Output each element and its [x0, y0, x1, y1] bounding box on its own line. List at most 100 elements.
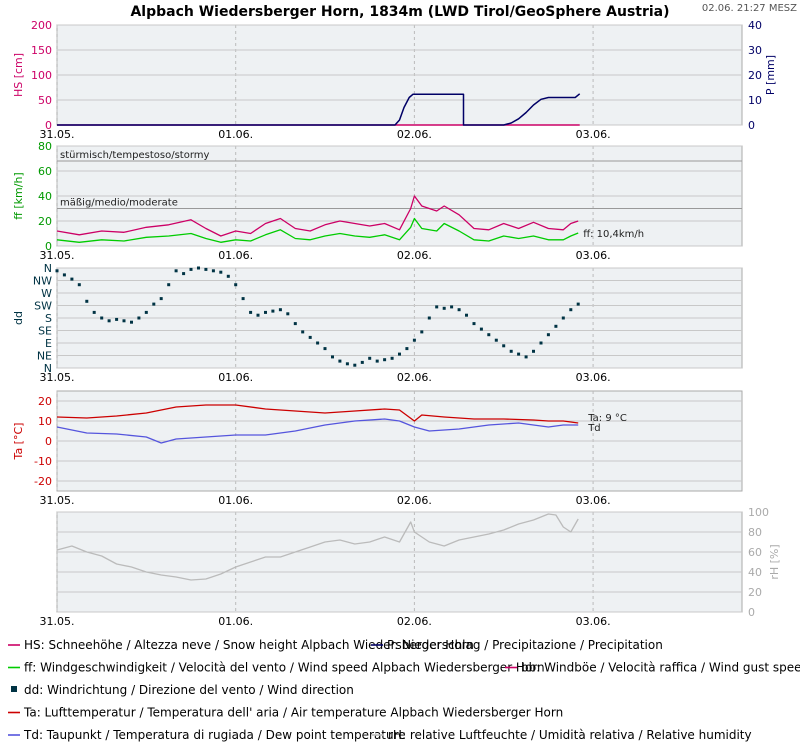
y-tick-label: 40 [38, 190, 52, 203]
legend-label: rH: relative Luftfeuchte / Umidità relat… [388, 728, 752, 742]
y-tick-label: N [44, 262, 52, 275]
dd-point [278, 308, 282, 312]
dd-point [494, 338, 498, 342]
dd-point [226, 274, 230, 278]
dd-point [509, 349, 513, 353]
y-tick-label: 80 [38, 140, 52, 153]
dd-point [323, 347, 327, 351]
y-tick-label: E [45, 337, 52, 350]
dd-point [62, 273, 66, 277]
dd-point [576, 302, 580, 306]
dd-point [130, 320, 133, 324]
y-tick-label-right: 60 [748, 546, 762, 559]
dd-point [472, 322, 476, 326]
y-tick-label: 0 [45, 435, 52, 448]
dd-point [85, 299, 89, 303]
dd-point [465, 313, 468, 317]
series-rH [56, 513, 579, 581]
legend-label: Td: Taupunkt / Temperatura di rugiada / … [23, 728, 406, 742]
dd-point [532, 349, 535, 353]
dd-point [502, 344, 506, 348]
y-axis-label: ff [km/h] [12, 172, 25, 219]
dd-point [182, 272, 186, 276]
x-tick-label: 01.06. [218, 494, 253, 507]
y-tick-label-right: 10 [748, 94, 762, 107]
dd-point [204, 267, 208, 271]
x-tick-label: 03.06. [576, 128, 611, 141]
legend-label: P: Niederschlag / Precipitazione / Preci… [387, 638, 663, 652]
x-tick-label: 01.06. [218, 371, 253, 384]
x-tick-label: 01.06. [218, 249, 253, 262]
series-ff [56, 217, 579, 243]
dd-point [70, 277, 74, 281]
y-axis-label: Ta [°C] [12, 423, 25, 461]
x-tick-label: 31.05. [40, 615, 75, 628]
dd-point [167, 283, 171, 287]
y-tick-label-right: 40 [748, 566, 762, 579]
x-tick-label: 02.06. [397, 249, 432, 262]
dd-point [442, 306, 446, 310]
x-tick-label: 02.06. [397, 371, 432, 384]
dd-point [517, 352, 521, 356]
x-tick-label: 03.06. [576, 494, 611, 507]
y-tick-label: -10 [34, 455, 52, 468]
y-tick-label: -20 [34, 475, 52, 488]
dd-point [345, 362, 349, 366]
x-tick-label: 31.05. [40, 128, 75, 141]
y-axis-label-right: rH [%] [768, 544, 781, 579]
y-tick-label: 50 [38, 94, 52, 107]
dd-point [450, 305, 454, 309]
y-tick-label: 60 [38, 165, 52, 178]
dd-point [546, 333, 550, 337]
dd-point [569, 308, 573, 312]
dd-point [301, 330, 305, 334]
dd-point [554, 324, 558, 328]
y-tick-label-right: 30 [748, 44, 762, 57]
dd-point [107, 319, 111, 323]
x-tick-label: 31.05. [40, 494, 75, 507]
legend-label: bb: Windböe / Velocità raffica / Wind gu… [521, 661, 800, 675]
dd-point [561, 316, 565, 320]
y-tick-label: 10 [38, 415, 52, 428]
latest-value-label: ff: 10,4km/h [583, 229, 644, 240]
y-tick-label-right: 40 [748, 19, 762, 32]
x-tick-label: 01.06. [218, 128, 253, 141]
dd-point [174, 269, 178, 273]
y-tick-label-right: 20 [748, 69, 762, 82]
series-Td [56, 418, 579, 444]
dd-point [435, 305, 439, 309]
dd-point [271, 309, 275, 313]
dd-point [375, 359, 379, 363]
threshold-label: stürmisch/tempestoso/stormy [60, 150, 210, 161]
panel-humidity [56, 511, 743, 613]
dd-point [211, 269, 215, 273]
dd-point [55, 269, 59, 273]
dd-point [159, 297, 163, 301]
dd-point [398, 352, 401, 356]
y-tick-label: 150 [31, 44, 52, 57]
y-tick-label: S [45, 312, 52, 325]
dd-point [144, 310, 148, 314]
y-tick-label: 200 [31, 19, 52, 32]
y-axis-label: dd [12, 311, 25, 325]
dd-point [479, 327, 483, 331]
dd-point [100, 316, 104, 320]
dd-point [189, 267, 193, 271]
latest-ta-label: Ta: 9 °C [587, 413, 627, 424]
dd-point [293, 322, 297, 326]
dd-point [353, 363, 357, 367]
x-tick-label: 03.06. [576, 371, 611, 384]
y-tick-label: NE [37, 350, 52, 363]
y-tick-label: SE [38, 325, 52, 338]
series-Ta [56, 404, 579, 424]
timestamp: 02.06. 21:27 MESZ [702, 3, 797, 14]
legend-label: HS: Schneehöhe / Altezza neve / Snow hei… [24, 638, 474, 652]
x-tick-label: 03.06. [576, 249, 611, 262]
y-tick-label: 20 [38, 215, 52, 228]
dd-point [457, 308, 461, 312]
x-tick-label: 02.06. [397, 615, 432, 628]
dd-point [115, 317, 119, 321]
dd-point [219, 270, 223, 274]
y-tick-label: W [41, 287, 52, 300]
